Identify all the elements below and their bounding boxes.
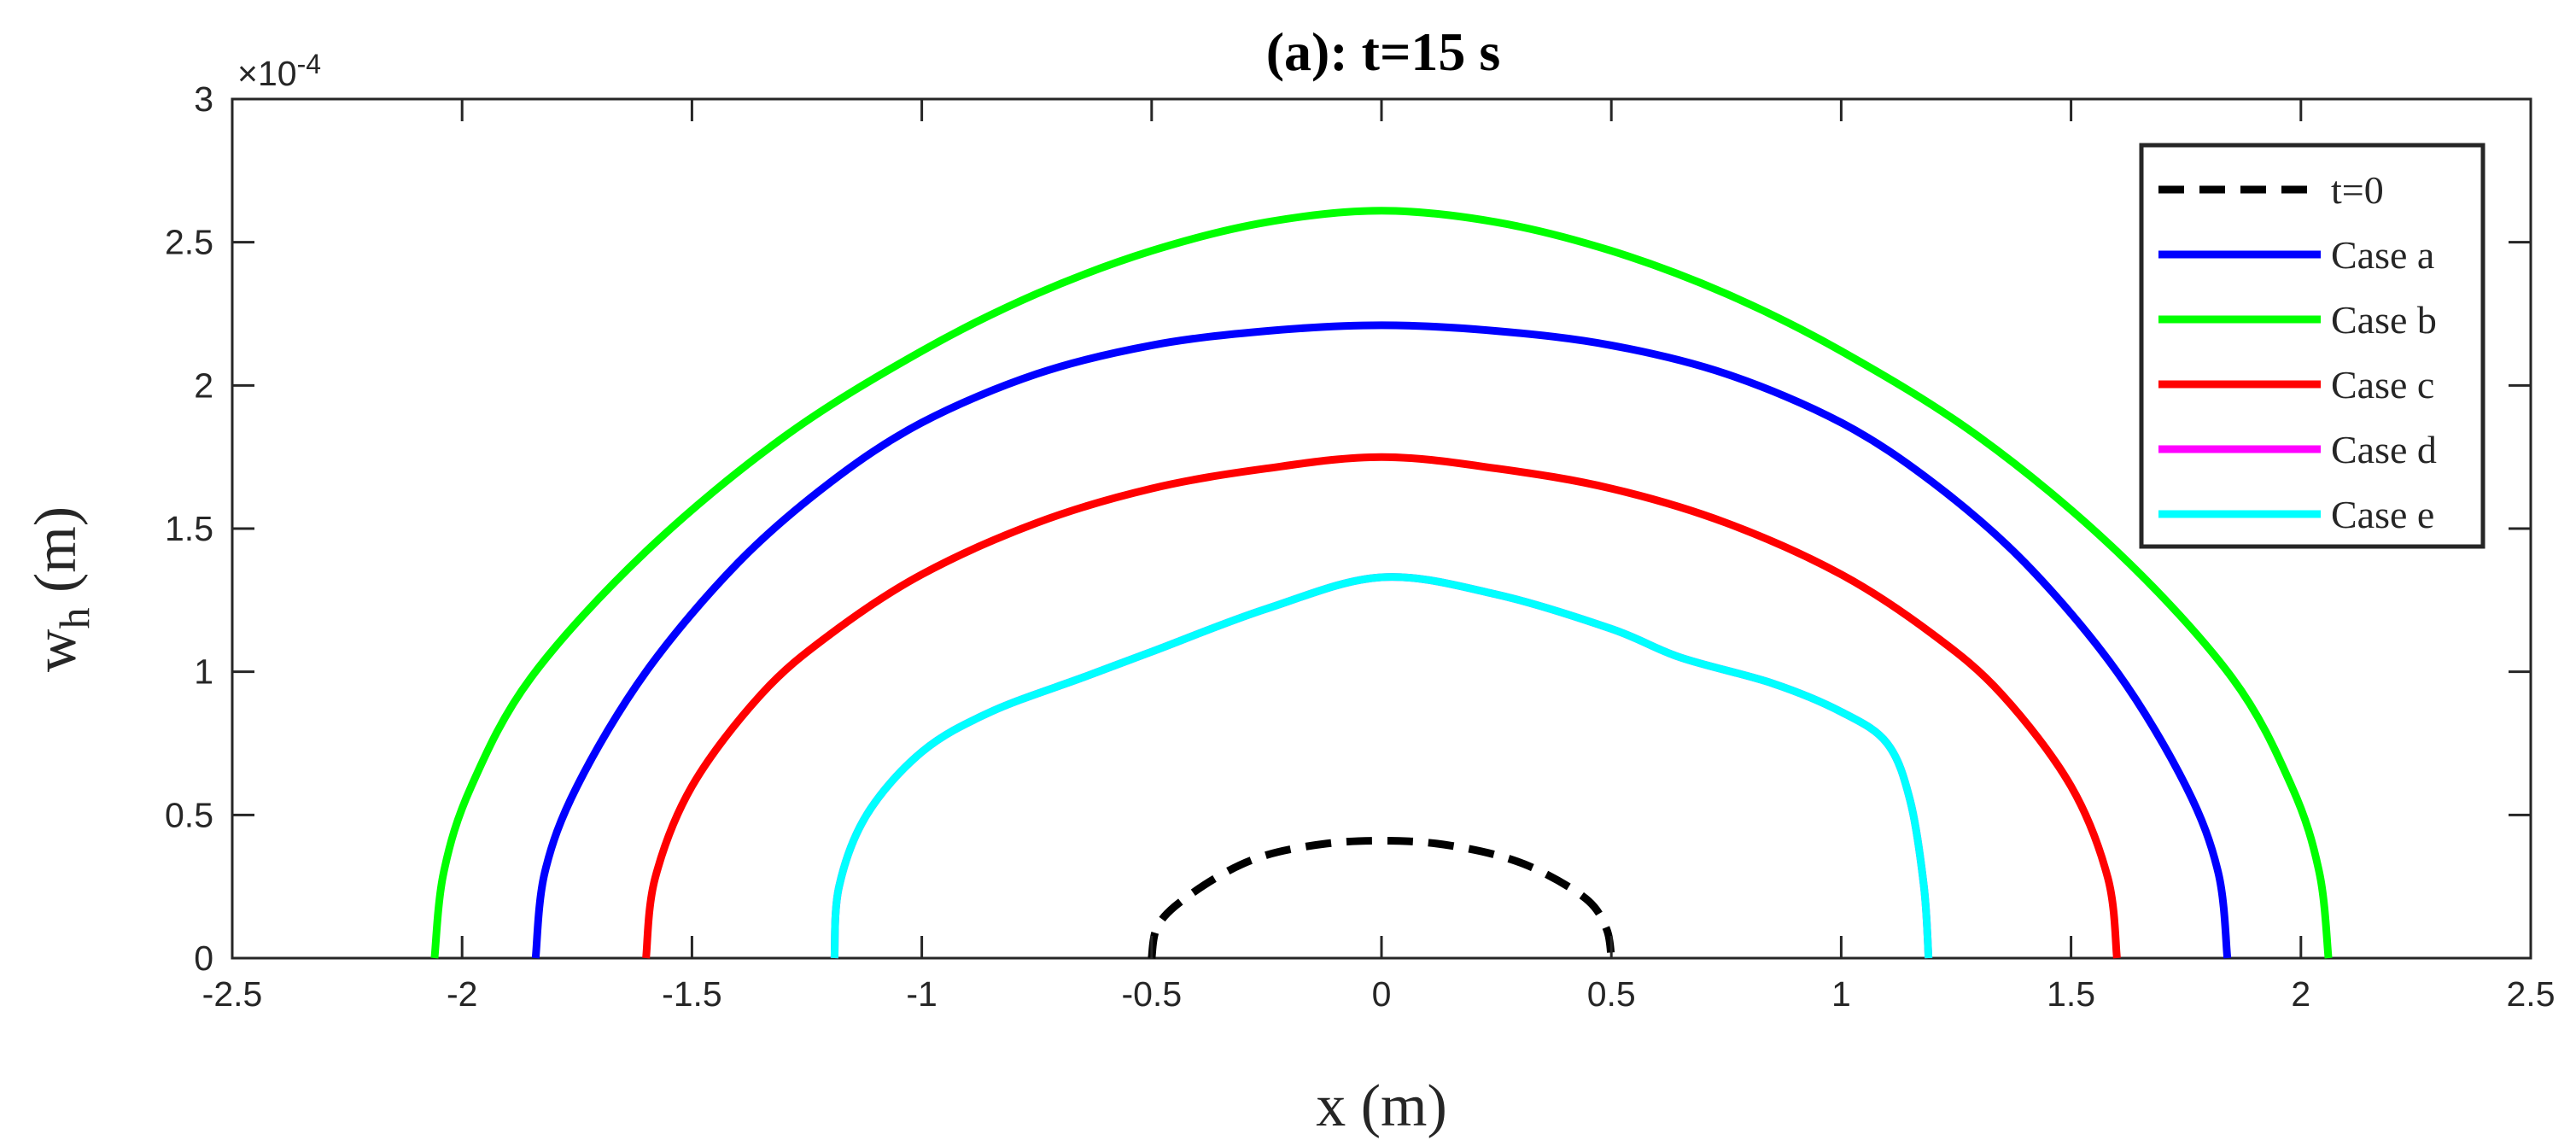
legend-label-t-0: t=0 bbox=[2331, 168, 2384, 212]
x-axis-label: x (m) bbox=[1316, 1073, 1447, 1139]
y-tick-label: 3 bbox=[194, 79, 213, 119]
legend-label-case-e: Case e bbox=[2331, 493, 2434, 536]
series-line-case-b bbox=[430, 207, 2333, 959]
x-tick-label: 2 bbox=[2291, 974, 2310, 1014]
y-axis-label-unit: (m) bbox=[23, 506, 89, 608]
x-tick-label: -1 bbox=[906, 974, 937, 1014]
series-line-case-e bbox=[830, 573, 1933, 959]
y-exponent-power: -4 bbox=[297, 49, 321, 79]
y-exponent-prefix: ×10 bbox=[237, 54, 297, 93]
series-line-case-c bbox=[642, 453, 2121, 959]
x-tick-label: 0 bbox=[1372, 974, 1392, 1014]
legend-box bbox=[2139, 143, 2485, 549]
y-tick-label: 1.5 bbox=[165, 509, 213, 548]
y-axis-label-sub: h bbox=[50, 608, 98, 629]
x-tick-label: 0.5 bbox=[1587, 974, 1636, 1014]
svg-text:×10-4: ×10-4 bbox=[237, 49, 321, 93]
y-tick-label: 1 bbox=[194, 652, 213, 692]
legend-label-case-d: Case d bbox=[2331, 428, 2437, 471]
x-tick-label: -1.5 bbox=[662, 974, 722, 1014]
x-ticks: -2.5 -2 -1.5 -1 -0.5 0 0.5 1 1.5 2 2.5 bbox=[202, 99, 2556, 1014]
legend-label-case-a: Case a bbox=[2331, 233, 2434, 277]
y-tick-label: 2 bbox=[194, 365, 213, 405]
y-axis-label: wh (m) bbox=[23, 506, 98, 672]
legend: t=0 Case a Case b Case c Case d Case e bbox=[2139, 143, 2485, 549]
x-tick-label: -0.5 bbox=[1121, 974, 1182, 1014]
series-line-t-0 bbox=[1148, 837, 1615, 959]
x-tick-label: -2.5 bbox=[202, 974, 263, 1014]
x-tick-label: -2 bbox=[447, 974, 477, 1014]
curves bbox=[430, 207, 2333, 959]
series-line-case-a bbox=[531, 321, 2232, 959]
y-exponent: ×10-4 bbox=[237, 49, 321, 93]
x-tick-label: 1 bbox=[1831, 974, 1851, 1014]
legend-label-case-c: Case c bbox=[2331, 363, 2434, 406]
y-ticks: 0 0.5 1 1.5 2 2.5 3 bbox=[165, 79, 2531, 978]
chart-title: (a): t=15 s bbox=[1266, 21, 1501, 82]
y-tick-label: 0 bbox=[194, 938, 213, 978]
y-tick-label: 2.5 bbox=[165, 223, 213, 262]
x-tick-label: 1.5 bbox=[2047, 974, 2095, 1014]
x-tick-label: 2.5 bbox=[2507, 974, 2556, 1014]
y-tick-label: 0.5 bbox=[165, 795, 213, 834]
legend-label-case-b: Case b bbox=[2331, 298, 2437, 342]
y-axis-label-main: w bbox=[23, 629, 89, 672]
